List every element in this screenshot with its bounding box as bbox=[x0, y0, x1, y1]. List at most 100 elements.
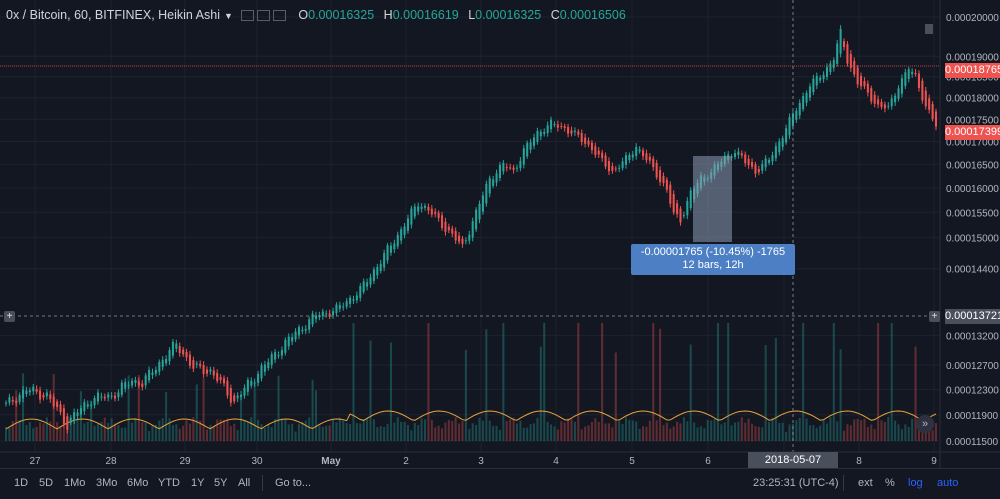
settings-icon[interactable] bbox=[256, 10, 270, 22]
candle-body bbox=[79, 408, 82, 415]
candle-body bbox=[461, 238, 464, 244]
volume-bar bbox=[495, 425, 498, 441]
candle-body bbox=[682, 215, 685, 217]
volume-bar bbox=[631, 420, 634, 441]
goto-button[interactable]: Go to... bbox=[275, 477, 312, 489]
candle-body bbox=[124, 382, 127, 389]
volume-bar bbox=[934, 423, 938, 441]
candle-body bbox=[533, 137, 536, 146]
candle-body bbox=[192, 360, 195, 369]
candle-body bbox=[93, 397, 96, 406]
volume-bar bbox=[62, 427, 65, 441]
range-5d[interactable]: 5D bbox=[39, 477, 54, 489]
candle-body bbox=[781, 138, 784, 147]
volume-bar bbox=[113, 423, 117, 441]
candle-body bbox=[737, 151, 740, 156]
volume-bar bbox=[379, 426, 382, 441]
candle-body bbox=[314, 315, 318, 320]
volume-bar bbox=[829, 417, 832, 441]
volume-bar bbox=[345, 423, 348, 441]
y-tick-label: 0.00019000 bbox=[946, 52, 999, 63]
candle-body bbox=[808, 86, 811, 98]
ext-toggle[interactable]: ext bbox=[858, 477, 873, 489]
volume-bar bbox=[165, 392, 168, 441]
chevron-down-icon[interactable]: ▼ bbox=[223, 11, 233, 21]
candle-body bbox=[110, 395, 113, 397]
candle-body bbox=[526, 142, 529, 157]
volume-bar bbox=[328, 425, 331, 441]
range-all[interactable]: All bbox=[238, 477, 251, 489]
volume-bar bbox=[86, 421, 89, 441]
candle-body bbox=[665, 179, 668, 190]
candle-body bbox=[785, 128, 788, 143]
candle-body bbox=[311, 313, 314, 325]
range-1y[interactable]: 1Y bbox=[191, 477, 205, 489]
volume-bar bbox=[754, 426, 757, 441]
auto-toggle[interactable]: auto bbox=[937, 477, 959, 489]
y-tick-label: 0.00018000 bbox=[946, 94, 999, 105]
range-3mo[interactable]: 3Mo bbox=[96, 477, 118, 489]
volume-bar bbox=[226, 418, 229, 441]
candle-body bbox=[49, 394, 52, 400]
range-1mo[interactable]: 1Mo bbox=[64, 477, 86, 489]
eye-icon[interactable] bbox=[240, 10, 254, 22]
volume-bar bbox=[679, 423, 682, 441]
volume-bar bbox=[11, 421, 14, 441]
candle-body bbox=[321, 311, 324, 317]
candle-body bbox=[427, 206, 430, 211]
candle-body bbox=[853, 60, 856, 75]
volume-bar bbox=[894, 420, 897, 441]
candle-body bbox=[645, 153, 648, 161]
price-chart[interactable]: 0.00020000 0.00019000 0.00018500 0.00018000… bbox=[0, 0, 1000, 468]
volume-bar bbox=[662, 425, 665, 441]
volume-bar bbox=[335, 422, 338, 441]
candle-body bbox=[774, 146, 777, 159]
candle-body bbox=[866, 83, 869, 93]
range-5y[interactable]: 5Y bbox=[214, 477, 228, 489]
volume-bar bbox=[795, 420, 798, 441]
candle-body bbox=[672, 194, 675, 213]
percent-toggle[interactable]: % bbox=[885, 477, 895, 489]
y-tick-label: 0.00015500 bbox=[946, 208, 999, 219]
candle-body bbox=[519, 160, 522, 169]
candle-body bbox=[113, 395, 117, 399]
volume-bar bbox=[740, 417, 743, 441]
scroll-to-realtime-icon[interactable]: » bbox=[916, 415, 934, 433]
volume-bar bbox=[137, 375, 140, 441]
candle-body bbox=[614, 168, 617, 170]
add-alert-left-icon[interactable]: + bbox=[4, 311, 15, 322]
volume-bar bbox=[192, 417, 195, 441]
volume-bar bbox=[587, 425, 590, 441]
candle-body bbox=[648, 156, 651, 161]
candle-body bbox=[631, 154, 634, 158]
volume-bar bbox=[580, 429, 583, 441]
candle-body bbox=[420, 206, 423, 209]
volume-bar bbox=[727, 323, 730, 441]
log-toggle[interactable]: log bbox=[908, 477, 923, 489]
bookmark-icon[interactable] bbox=[925, 24, 933, 34]
volume-bar bbox=[505, 421, 508, 441]
candle-body bbox=[243, 387, 246, 396]
volume-bar bbox=[682, 417, 685, 441]
add-alert-right-icon[interactable]: + bbox=[929, 311, 940, 322]
volume-bar bbox=[621, 424, 624, 441]
range-6mo[interactable]: 6Mo bbox=[127, 477, 149, 489]
candle-body bbox=[590, 142, 593, 151]
candle-body bbox=[815, 75, 818, 86]
candle-body bbox=[250, 380, 253, 386]
candle-body bbox=[689, 190, 692, 209]
candle-body bbox=[103, 396, 106, 399]
y-tick-label: 0.00012300 bbox=[946, 385, 999, 396]
candle-body bbox=[154, 369, 157, 374]
range-1d[interactable]: 1D bbox=[14, 477, 29, 489]
candle-body bbox=[744, 154, 747, 164]
clock-time[interactable]: 23:25:31 (UTC-4) bbox=[753, 477, 839, 489]
range-ytd[interactable]: YTD bbox=[158, 477, 180, 489]
volume-bar bbox=[332, 418, 335, 441]
symbol-title[interactable]: 0x / Bitcoin, 60, BITFINEX, Heikin Ashi bbox=[6, 8, 220, 22]
volume-bar bbox=[502, 323, 505, 441]
close-icon[interactable] bbox=[272, 10, 286, 22]
candle-body bbox=[372, 269, 375, 281]
volume-bar bbox=[447, 419, 450, 441]
volume-bar bbox=[423, 419, 427, 441]
